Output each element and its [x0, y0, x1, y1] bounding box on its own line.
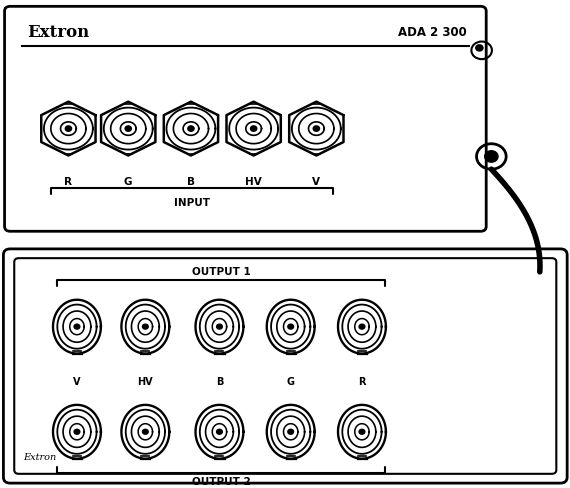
Text: R: R: [358, 377, 366, 386]
Text: B: B: [187, 177, 195, 187]
Circle shape: [314, 126, 319, 132]
Text: OUTPUT 2: OUTPUT 2: [192, 476, 250, 486]
Circle shape: [476, 46, 483, 52]
Text: HV: HV: [245, 177, 262, 187]
Text: G: G: [287, 377, 295, 386]
Circle shape: [125, 126, 131, 132]
Circle shape: [217, 325, 222, 329]
Circle shape: [188, 126, 194, 132]
Text: R: R: [64, 177, 72, 187]
Text: Extron: Extron: [27, 24, 89, 41]
Circle shape: [251, 126, 257, 132]
Circle shape: [74, 325, 80, 329]
Text: V: V: [312, 177, 320, 187]
Circle shape: [74, 429, 80, 434]
FancyBboxPatch shape: [3, 249, 567, 483]
Text: G: G: [124, 177, 132, 187]
Text: ADA 2 300: ADA 2 300: [397, 26, 466, 40]
Text: INPUT: INPUT: [174, 197, 210, 207]
Circle shape: [359, 429, 365, 434]
Text: B: B: [216, 377, 223, 386]
Text: OUTPUT 1: OUTPUT 1: [192, 267, 250, 277]
Circle shape: [142, 325, 148, 329]
Circle shape: [217, 429, 222, 434]
Text: V: V: [73, 377, 81, 386]
Circle shape: [288, 325, 294, 329]
Circle shape: [484, 151, 498, 163]
Circle shape: [288, 429, 294, 434]
FancyBboxPatch shape: [5, 7, 486, 232]
Text: Extron: Extron: [23, 452, 56, 461]
Circle shape: [359, 325, 365, 329]
Text: HV: HV: [137, 377, 153, 386]
Circle shape: [65, 126, 72, 132]
Circle shape: [142, 429, 148, 434]
